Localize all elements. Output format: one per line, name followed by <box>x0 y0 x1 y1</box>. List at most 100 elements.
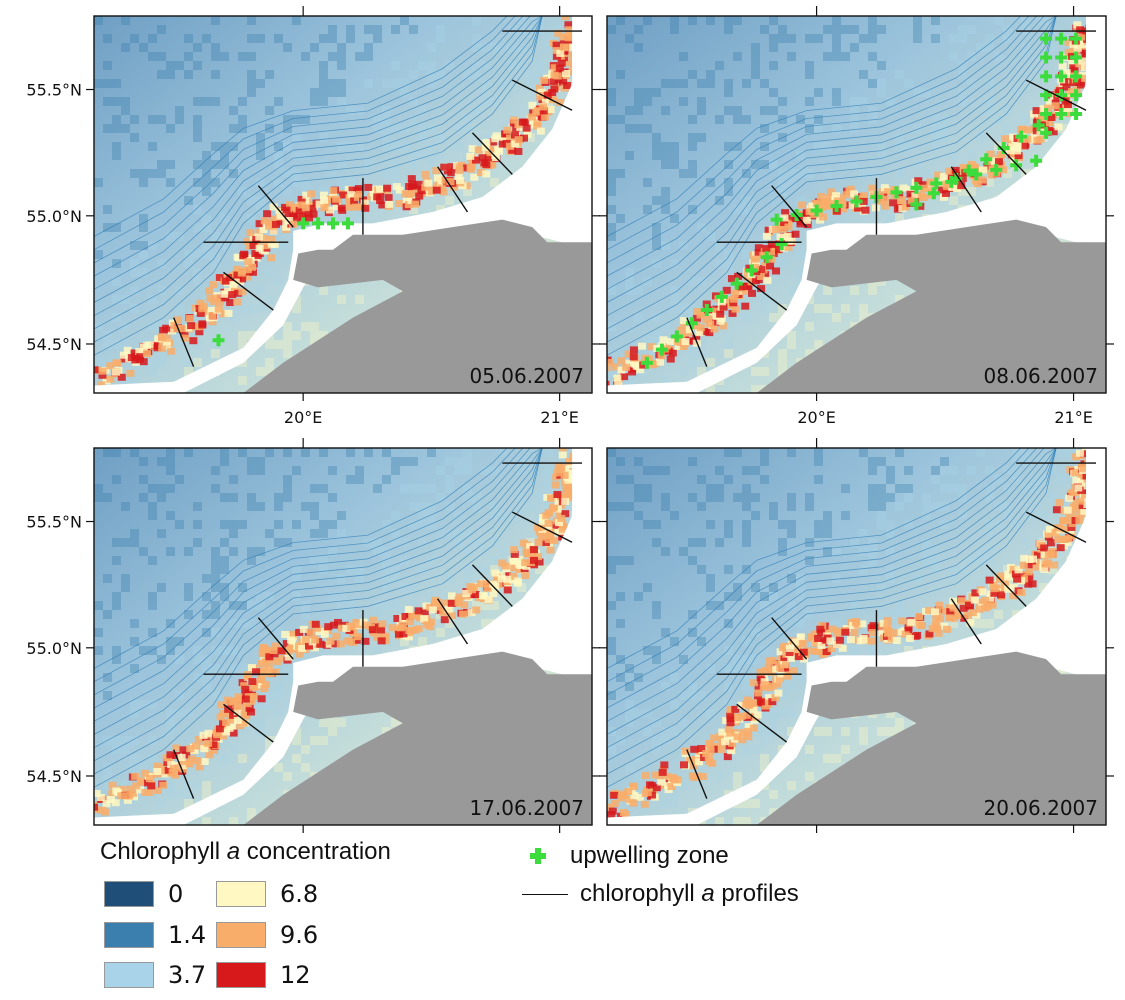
chl-cell <box>256 34 265 43</box>
chl-cell <box>625 376 634 385</box>
upwelling-marker <box>962 164 975 177</box>
chl-cell <box>202 610 211 619</box>
chl-cell <box>904 610 913 619</box>
panel-frame <box>606 15 1107 394</box>
chl-cell <box>616 475 625 484</box>
chl-cell <box>768 682 777 690</box>
chl-cell <box>337 178 346 187</box>
lat-label: 54.5°N <box>26 767 82 786</box>
panel-frame <box>93 15 593 394</box>
chl-cell <box>850 124 859 133</box>
chl-cell <box>724 448 733 457</box>
chl-cell <box>751 277 760 285</box>
chl-cell <box>704 754 713 762</box>
chl-cell <box>1006 147 1015 155</box>
chl-cell <box>418 133 427 142</box>
chl-cell <box>700 754 709 762</box>
chl-cell <box>607 88 616 97</box>
chl-cell <box>139 250 148 259</box>
chl-cell <box>760 25 769 34</box>
chl-cell <box>256 727 265 736</box>
chl-cell <box>697 637 706 646</box>
chl-cell <box>229 619 238 628</box>
chl-cell <box>787 640 796 648</box>
chl-cell <box>760 124 769 133</box>
chl-cell <box>832 754 841 763</box>
chl-cell <box>121 574 130 583</box>
chl-cell <box>616 619 625 628</box>
chl-cell <box>301 502 310 511</box>
chl-cell <box>751 799 760 808</box>
chl-cell <box>832 43 841 52</box>
chl-cell <box>148 502 157 511</box>
chl-cell <box>339 191 348 199</box>
chl-cell <box>715 493 724 502</box>
chl-cell <box>769 88 778 97</box>
chl-cell <box>229 664 238 673</box>
chl-cell <box>883 617 892 625</box>
chl-cell <box>595 811 603 818</box>
upwelling-marker <box>1055 32 1068 45</box>
chl-cell <box>218 732 227 740</box>
chl-cell <box>936 615 945 623</box>
chl-cell <box>946 608 955 616</box>
chl-cell <box>257 695 266 703</box>
chl-cell <box>157 286 166 295</box>
chl-cell <box>997 151 1006 159</box>
chl-cell <box>103 223 112 232</box>
chl-cell <box>445 502 454 511</box>
legend-profiles-label: chlorophyll a profiles <box>580 880 799 907</box>
chl-cell <box>440 616 449 624</box>
chl-cell <box>652 259 661 268</box>
chl-cell <box>624 788 633 796</box>
chl-cell <box>382 727 391 736</box>
chl-cell <box>913 88 922 97</box>
chl-cell <box>184 547 193 556</box>
chl-cell <box>625 34 634 43</box>
chl-cell <box>744 283 753 291</box>
chl-cell <box>985 97 994 106</box>
chl-cell <box>1080 490 1089 498</box>
chl-cell <box>140 769 149 777</box>
chl-cell <box>607 646 616 655</box>
chl-cell <box>652 736 661 745</box>
chl-cell <box>670 673 679 682</box>
isobath-line <box>94 448 543 775</box>
chl-cell <box>813 199 822 207</box>
chl-cell <box>940 193 949 201</box>
chl-cell <box>886 493 895 502</box>
chl-cell <box>964 601 973 609</box>
chl-cell <box>337 43 346 52</box>
chl-cell <box>1057 475 1066 484</box>
chl-cell <box>550 64 559 72</box>
chl-cell <box>994 158 1003 166</box>
chl-cell <box>238 288 247 296</box>
chl-cell <box>256 457 265 466</box>
chl-cell <box>895 718 904 727</box>
chl-cell <box>859 97 868 106</box>
chl-cell <box>256 196 265 205</box>
chl-cell <box>765 694 774 702</box>
chl-cell <box>112 787 121 795</box>
chl-cell <box>519 539 528 547</box>
lat-label: 54.5°N <box>26 335 82 354</box>
chl-cell <box>706 79 715 88</box>
chl-cell <box>688 457 697 466</box>
chl-cell <box>634 592 643 601</box>
chl-cell <box>737 712 746 720</box>
chl-cell <box>301 745 310 754</box>
chl-cell <box>166 124 175 133</box>
chl-cell <box>761 702 770 710</box>
chl-cell <box>166 484 175 493</box>
chl-cell <box>455 593 464 601</box>
chl-cell <box>949 484 958 493</box>
chl-cell <box>247 718 256 727</box>
chl-cell <box>546 105 555 113</box>
chl-cell <box>634 709 643 718</box>
chl-cell <box>220 151 229 160</box>
chl-cell <box>1039 88 1048 97</box>
chl-cell <box>922 169 931 178</box>
chl-cell <box>1064 104 1073 112</box>
chl-cell <box>148 484 157 493</box>
chl-cell <box>509 557 518 565</box>
